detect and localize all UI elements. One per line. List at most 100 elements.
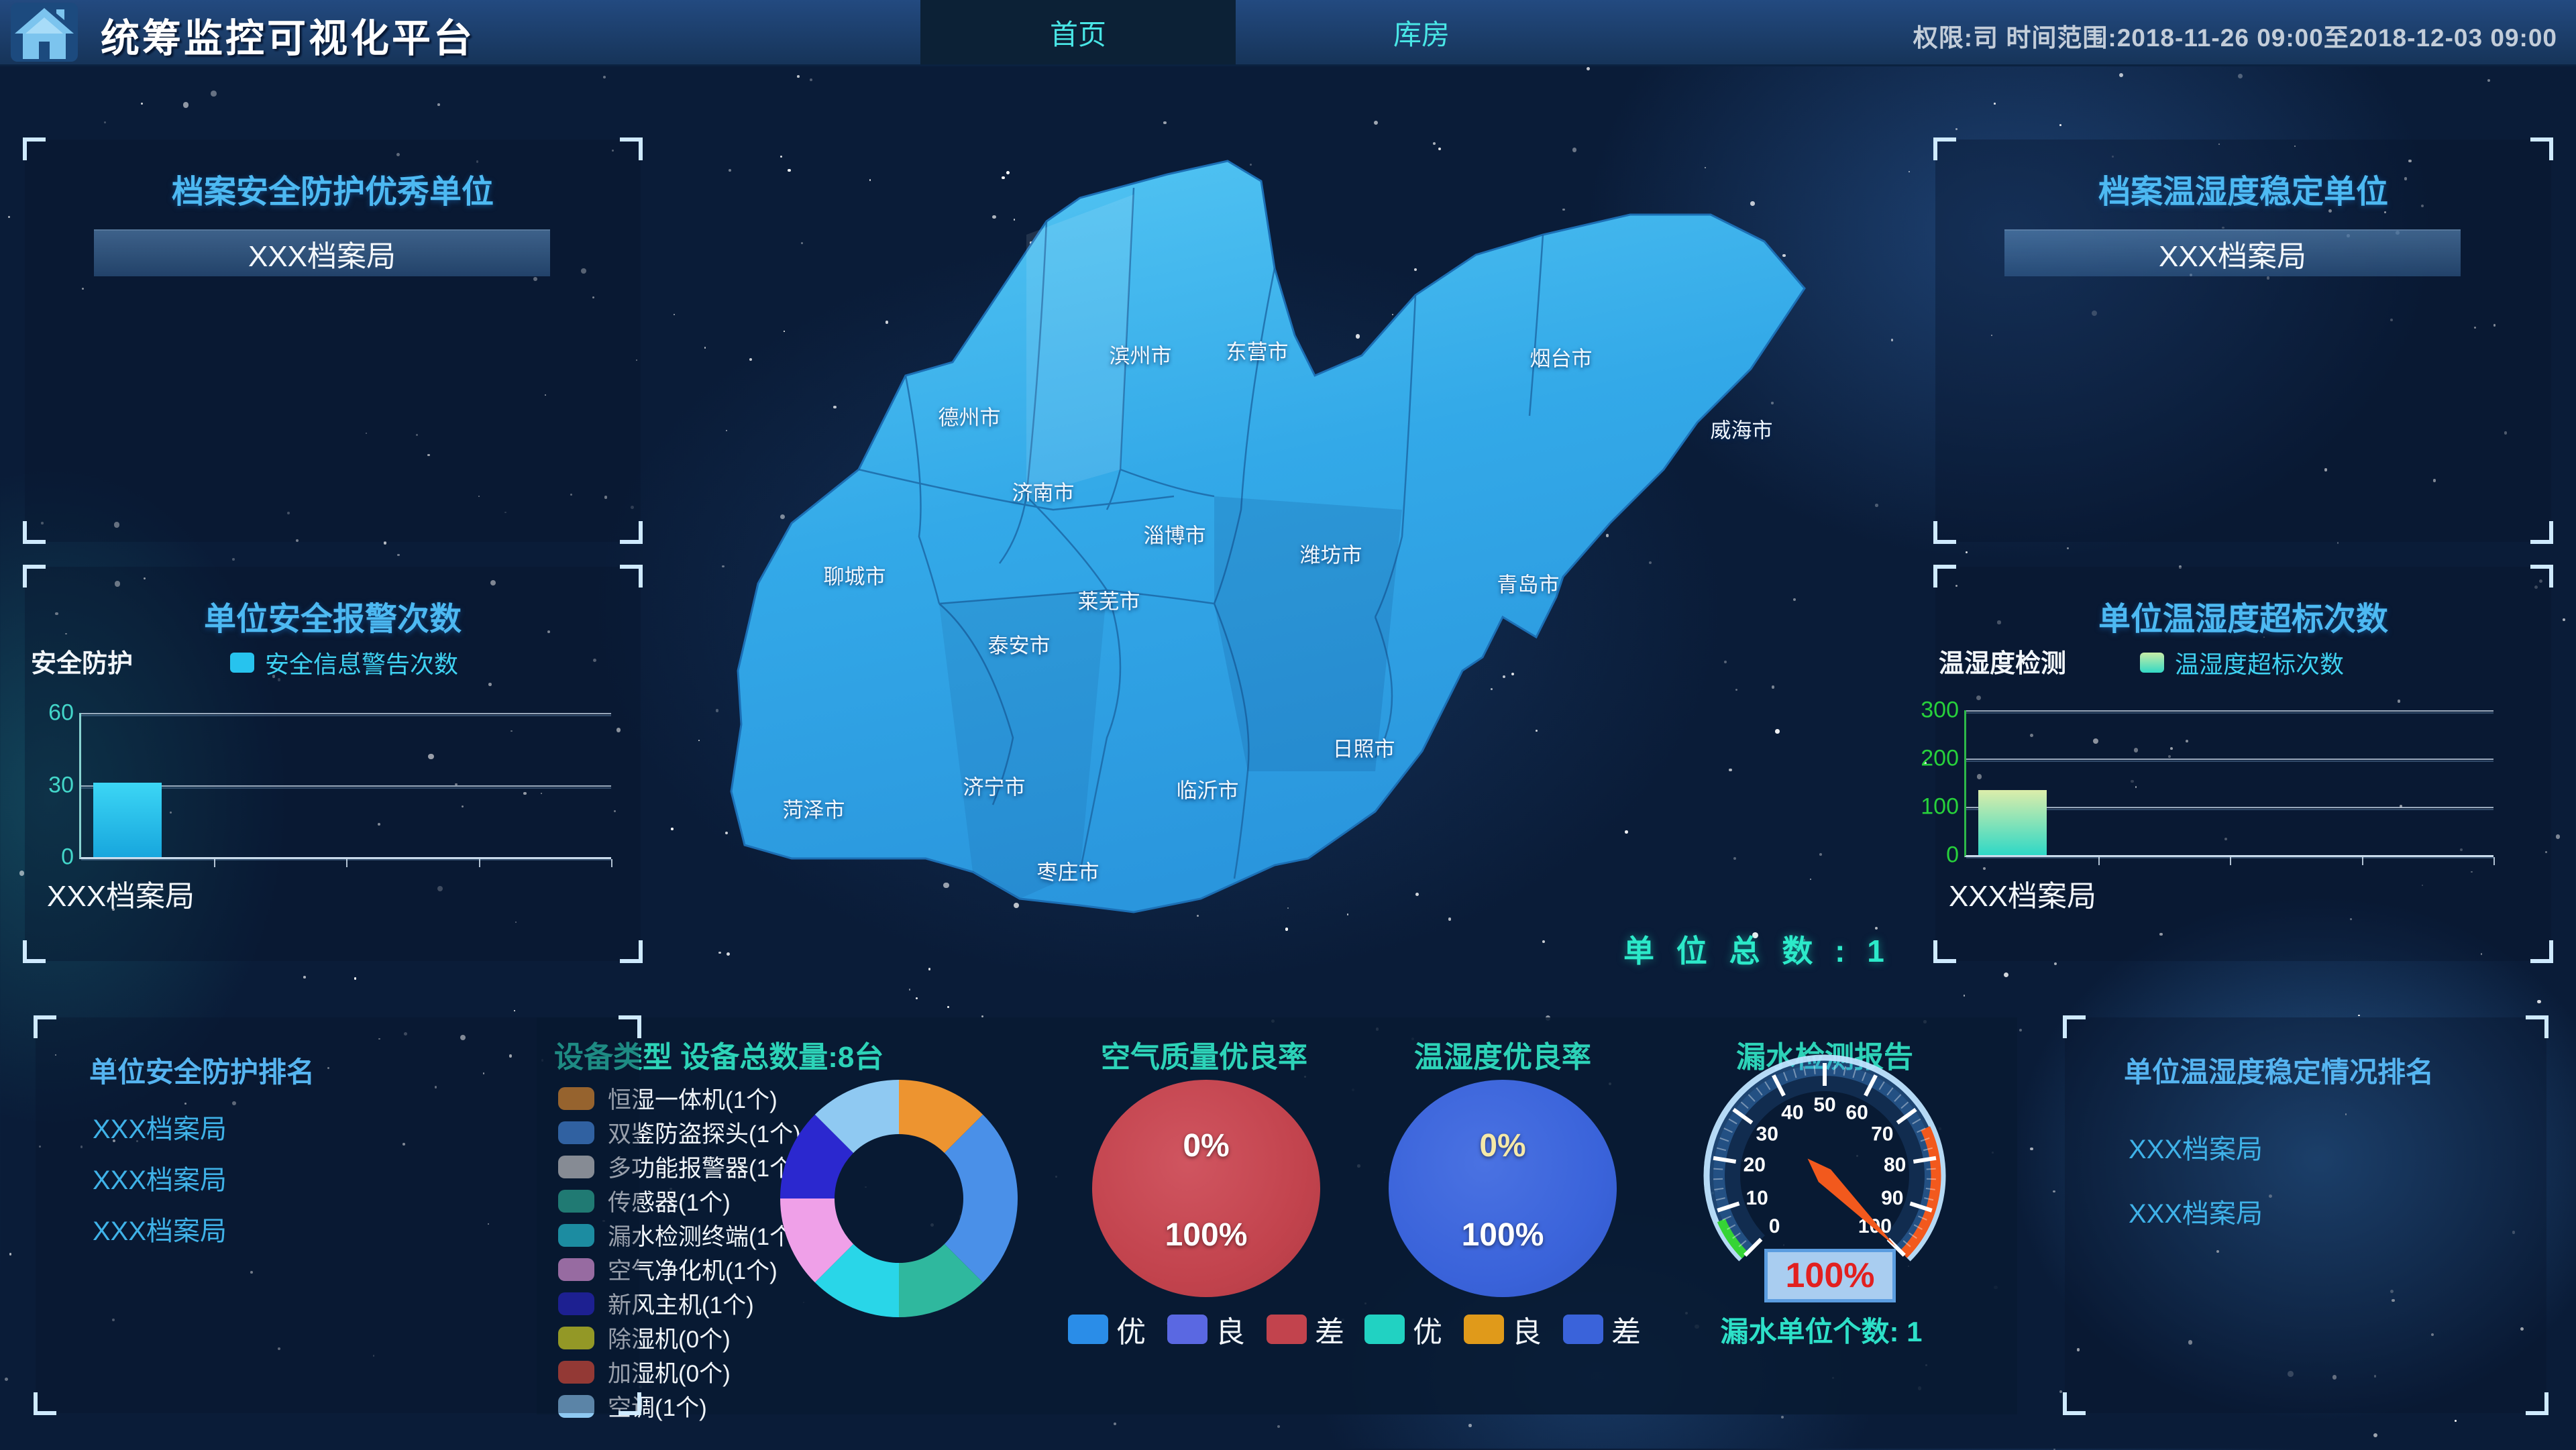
legend-swatch bbox=[1364, 1315, 1405, 1344]
star-dot bbox=[2119, 73, 2123, 77]
city-label[interactable]: 日照市 bbox=[1333, 732, 1395, 763]
ranking-list: XXX档案局 XXX档案局 XXX档案局 bbox=[93, 1101, 227, 1254]
star-dot bbox=[1781, 1416, 1784, 1418]
ranking-list: XXX档案局 XXX档案局 bbox=[2129, 1115, 2263, 1243]
star-dot bbox=[183, 102, 189, 107]
legend-over-series[interactable]: 温湿度超标次数 bbox=[2140, 645, 2344, 680]
x-tick bbox=[2230, 857, 2231, 865]
device-donut-chart[interactable] bbox=[765, 1064, 1033, 1333]
corner-bracket bbox=[2063, 1015, 2086, 1038]
city-label[interactable]: 潍坊市 bbox=[1300, 539, 1362, 569]
corner-bracket bbox=[2530, 565, 2553, 588]
ranking-list-item[interactable]: XXX档案局 bbox=[2129, 1179, 2263, 1243]
corner-bracket bbox=[620, 940, 643, 963]
pie-legend-item[interactable]: 良 bbox=[1167, 1308, 1245, 1351]
home-icon[interactable] bbox=[9, 3, 79, 62]
city-label[interactable]: 济南市 bbox=[1012, 476, 1075, 506]
shandong-province-map[interactable]: 滨州市 东营市 烟台市威海市 德州市济南市淄博市潍坊市聊城市 青岛市莱芜市 泰安市日照市济… bbox=[704, 134, 1811, 939]
corner-bracket bbox=[2530, 521, 2553, 544]
over-bar-chart[interactable] bbox=[1964, 710, 2493, 857]
pie-value-top: 0% bbox=[1389, 1127, 1617, 1164]
x-category-label: XXX档案局 bbox=[1949, 872, 2096, 915]
city-label[interactable]: 枣庄市 bbox=[1037, 856, 1099, 886]
humidity-rate-pie[interactable]: 0% 100% bbox=[1389, 1080, 1617, 1297]
panel-title: 档案温湿度稳定单位 bbox=[1935, 165, 2551, 212]
star-dot bbox=[104, 121, 106, 123]
star-dot bbox=[2537, 1000, 2541, 1004]
star-dot bbox=[437, 103, 440, 106]
unit-list-item[interactable]: XXX档案局 bbox=[94, 229, 550, 276]
x-tick bbox=[611, 859, 612, 867]
corner-bracket bbox=[2526, 1392, 2548, 1415]
star-dot bbox=[797, 75, 800, 78]
bar-over-count[interactable] bbox=[1978, 790, 2047, 855]
city-label[interactable]: 滨州市 bbox=[1110, 339, 1172, 370]
legend-label: 优 bbox=[1116, 1308, 1146, 1351]
ranking-title: 单位温湿度稳定情况排名 bbox=[2124, 1050, 2434, 1091]
star-dot bbox=[674, 314, 675, 315]
star-dot bbox=[916, 997, 918, 999]
corner-bracket bbox=[23, 521, 46, 544]
star-dot bbox=[1891, 339, 1893, 341]
air-quality-pie[interactable]: 0% 100% bbox=[1092, 1080, 1320, 1297]
city-label[interactable]: 东营市 bbox=[1226, 335, 1289, 366]
star-dot bbox=[810, 78, 812, 81]
x-tick bbox=[479, 859, 480, 867]
city-label[interactable]: 聊城市 bbox=[824, 560, 886, 590]
star-dot bbox=[1374, 121, 1378, 125]
pie-legend-item[interactable]: 差 bbox=[1563, 1308, 1641, 1351]
star-dot bbox=[2030, 1148, 2033, 1151]
ranking-list-item[interactable]: XXX档案局 bbox=[93, 1152, 227, 1203]
x-tick bbox=[2493, 857, 2495, 865]
star-dot bbox=[2337, 542, 2339, 544]
star-dot bbox=[1994, 103, 1996, 105]
city-shade bbox=[1214, 496, 1402, 771]
star-dot bbox=[354, 977, 356, 979]
bar-alarm-count[interactable] bbox=[93, 783, 162, 857]
corner-bracket bbox=[23, 940, 46, 963]
star-dot bbox=[603, 76, 606, 78]
x-tick bbox=[346, 859, 347, 867]
tab-home[interactable]: 首页 bbox=[920, 0, 1236, 64]
pie-legend-item[interactable]: 优 bbox=[1364, 1308, 1442, 1351]
tab-warehouse[interactable]: 库房 bbox=[1264, 0, 1579, 64]
city-label[interactable]: 莱芜市 bbox=[1078, 585, 1140, 615]
legend-alarm-series[interactable]: 安全信息警告次数 bbox=[230, 645, 458, 680]
total-units-text: 单 位 总 数 : 1 bbox=[1623, 927, 1891, 971]
gauge-tick-label: 30 bbox=[1756, 1123, 1778, 1146]
pie-legend-item[interactable]: 优 bbox=[1068, 1308, 1146, 1351]
city-label[interactable]: 淄博市 bbox=[1144, 519, 1206, 549]
city-label[interactable]: 德州市 bbox=[938, 401, 1001, 431]
star-dot bbox=[2455, 1420, 2457, 1422]
city-label[interactable]: 菏泽市 bbox=[783, 793, 845, 824]
unit-list-item[interactable]: XXX档案局 bbox=[2004, 229, 2461, 276]
y-tick-label: 200 bbox=[1921, 745, 1959, 771]
star-dot bbox=[514, 1010, 515, 1011]
city-label[interactable]: 威海市 bbox=[1711, 414, 1773, 444]
star-dot bbox=[928, 968, 931, 970]
star-dot bbox=[2053, 1190, 2055, 1193]
alarm-bar-chart[interactable] bbox=[79, 713, 611, 859]
map-svg[interactable] bbox=[704, 134, 1811, 939]
city-label[interactable]: 临沂市 bbox=[1177, 774, 1239, 804]
corner-bracket bbox=[2530, 940, 2553, 963]
star-dot bbox=[5, 1378, 8, 1381]
corner-bracket bbox=[1933, 565, 1956, 588]
ranking-list-item[interactable]: XXX档案局 bbox=[93, 1203, 227, 1254]
panel-security-ranking: 单位安全防护排名 XXX档案局 XXX档案局 XXX档案局 bbox=[36, 1017, 639, 1413]
gridline bbox=[81, 857, 611, 858]
ranking-list-item[interactable]: XXX档案局 bbox=[2129, 1115, 2263, 1179]
ranking-list-item[interactable]: XXX档案局 bbox=[93, 1101, 227, 1152]
city-label[interactable]: 青岛市 bbox=[1497, 568, 1560, 598]
gridline bbox=[1966, 759, 2493, 760]
corner-bracket bbox=[34, 1015, 56, 1038]
city-label[interactable]: 泰安市 bbox=[988, 629, 1051, 659]
city-label[interactable]: 烟台市 bbox=[1530, 342, 1593, 372]
gauge-tick-label: 60 bbox=[1845, 1102, 1868, 1124]
star-dot bbox=[1468, 1424, 1471, 1427]
corner-bracket bbox=[23, 565, 46, 588]
gauge-tick-label: 40 bbox=[1781, 1102, 1803, 1124]
header-bar: 统筹监控可视化平台 首页 库房 权限:司 时间范围:2018-11-26 09:… bbox=[0, 0, 2576, 64]
pie-legend-item[interactable]: 良 bbox=[1464, 1308, 1542, 1351]
city-label[interactable]: 济宁市 bbox=[963, 771, 1026, 801]
